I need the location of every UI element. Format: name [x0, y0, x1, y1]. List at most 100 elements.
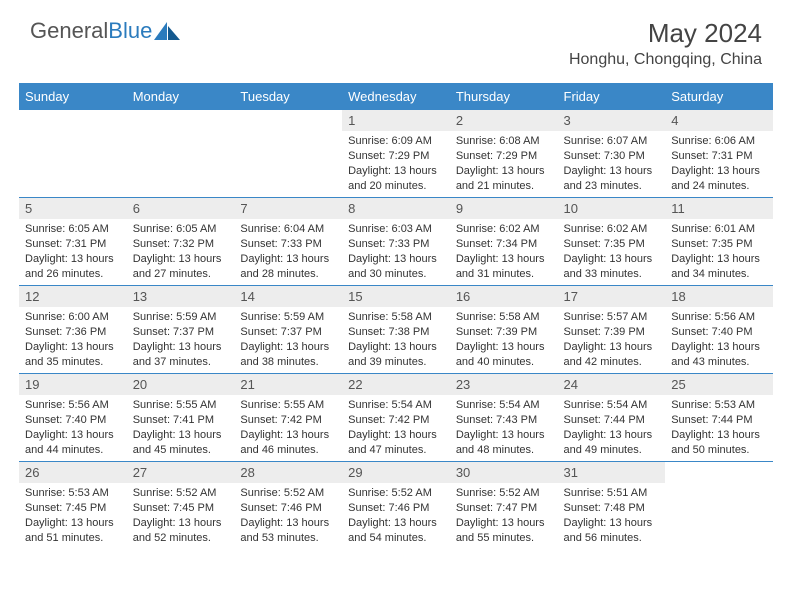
day-number: 18: [665, 286, 773, 307]
sunrise-text: Sunrise: 5:52 AM: [133, 486, 231, 501]
logo-text: GeneralBlue: [30, 18, 152, 44]
cell-body: Sunrise: 5:58 AMSunset: 7:38 PMDaylight:…: [342, 307, 450, 372]
sunrise-text: Sunrise: 5:53 AM: [671, 398, 769, 413]
calendar-cell: 6Sunrise: 6:05 AMSunset: 7:32 PMDaylight…: [127, 198, 235, 286]
sunset-text: Sunset: 7:34 PM: [456, 237, 554, 252]
sunrise-text: Sunrise: 5:54 AM: [564, 398, 662, 413]
sunset-text: Sunset: 7:44 PM: [564, 413, 662, 428]
header-right: May 2024 Honghu, Chongqing, China: [569, 18, 762, 69]
day-number: 13: [127, 286, 235, 307]
cell-body: Sunrise: 5:59 AMSunset: 7:37 PMDaylight:…: [127, 307, 235, 372]
sunset-text: Sunset: 7:40 PM: [671, 325, 769, 340]
calendar-cell: 1Sunrise: 6:09 AMSunset: 7:29 PMDaylight…: [342, 110, 450, 198]
sunset-text: Sunset: 7:45 PM: [133, 501, 231, 516]
day-number: [127, 110, 235, 116]
month-title: May 2024: [569, 18, 762, 49]
day-number: 17: [558, 286, 666, 307]
day-number: 19: [19, 374, 127, 395]
cell-body: Sunrise: 5:53 AMSunset: 7:45 PMDaylight:…: [19, 483, 127, 548]
cell-body: Sunrise: 6:02 AMSunset: 7:35 PMDaylight:…: [558, 219, 666, 284]
day-number: 23: [450, 374, 558, 395]
sunset-text: Sunset: 7:30 PM: [564, 149, 662, 164]
cell-body: Sunrise: 5:55 AMSunset: 7:41 PMDaylight:…: [127, 395, 235, 460]
sunrise-text: Sunrise: 6:06 AM: [671, 134, 769, 149]
daylight-text: Daylight: 13 hours and 20 minutes.: [348, 164, 446, 194]
cell-body: Sunrise: 5:58 AMSunset: 7:39 PMDaylight:…: [450, 307, 558, 372]
daylight-text: Daylight: 13 hours and 46 minutes.: [240, 428, 338, 458]
sunset-text: Sunset: 7:46 PM: [240, 501, 338, 516]
cell-body: Sunrise: 5:54 AMSunset: 7:43 PMDaylight:…: [450, 395, 558, 460]
day-number: 24: [558, 374, 666, 395]
day-number: [234, 110, 342, 116]
day-header: Monday: [127, 84, 235, 110]
sunset-text: Sunset: 7:41 PM: [133, 413, 231, 428]
day-number: [19, 110, 127, 116]
calendar-cell: [127, 110, 235, 198]
sunset-text: Sunset: 7:42 PM: [348, 413, 446, 428]
day-number: 8: [342, 198, 450, 219]
calendar-cell: 5Sunrise: 6:05 AMSunset: 7:31 PMDaylight…: [19, 198, 127, 286]
sunrise-text: Sunrise: 6:02 AM: [456, 222, 554, 237]
daylight-text: Daylight: 13 hours and 55 minutes.: [456, 516, 554, 546]
calendar-cell: 13Sunrise: 5:59 AMSunset: 7:37 PMDayligh…: [127, 286, 235, 374]
day-header: Wednesday: [342, 84, 450, 110]
daylight-text: Daylight: 13 hours and 30 minutes.: [348, 252, 446, 282]
day-number: 9: [450, 198, 558, 219]
calendar-cell: 17Sunrise: 5:57 AMSunset: 7:39 PMDayligh…: [558, 286, 666, 374]
daylight-text: Daylight: 13 hours and 33 minutes.: [564, 252, 662, 282]
daylight-text: Daylight: 13 hours and 27 minutes.: [133, 252, 231, 282]
calendar-cell: 12Sunrise: 6:00 AMSunset: 7:36 PMDayligh…: [19, 286, 127, 374]
daylight-text: Daylight: 13 hours and 24 minutes.: [671, 164, 769, 194]
daylight-text: Daylight: 13 hours and 44 minutes.: [25, 428, 123, 458]
sunrise-text: Sunrise: 5:55 AM: [240, 398, 338, 413]
calendar-cell: 19Sunrise: 5:56 AMSunset: 7:40 PMDayligh…: [19, 374, 127, 462]
sunset-text: Sunset: 7:37 PM: [240, 325, 338, 340]
daylight-text: Daylight: 13 hours and 35 minutes.: [25, 340, 123, 370]
cell-body: Sunrise: 5:56 AMSunset: 7:40 PMDaylight:…: [19, 395, 127, 460]
day-number: 21: [234, 374, 342, 395]
day-number: 5: [19, 198, 127, 219]
sunrise-text: Sunrise: 5:54 AM: [348, 398, 446, 413]
day-number: 7: [234, 198, 342, 219]
day-number: 16: [450, 286, 558, 307]
day-header: Sunday: [19, 84, 127, 110]
day-number: 28: [234, 462, 342, 483]
logo-sail-icon: [154, 22, 180, 40]
calendar-cell: 30Sunrise: 5:52 AMSunset: 7:47 PMDayligh…: [450, 462, 558, 550]
sunset-text: Sunset: 7:31 PM: [25, 237, 123, 252]
cell-body: Sunrise: 6:05 AMSunset: 7:32 PMDaylight:…: [127, 219, 235, 284]
sunset-text: Sunset: 7:48 PM: [564, 501, 662, 516]
daylight-text: Daylight: 13 hours and 26 minutes.: [25, 252, 123, 282]
sunrise-text: Sunrise: 6:05 AM: [133, 222, 231, 237]
day-number: 11: [665, 198, 773, 219]
calendar-cell: 24 Sunrise: 5:54 AMSunset: 7:44 PMDayligh…: [558, 374, 666, 462]
sunset-text: Sunset: 7:29 PM: [456, 149, 554, 164]
calendar-cell: 21Sunrise: 5:55 AMSunset: 7:42 PMDayligh…: [234, 374, 342, 462]
logo: GeneralBlue: [30, 18, 180, 44]
daylight-text: Daylight: 13 hours and 49 minutes.: [564, 428, 662, 458]
sunrise-text: Sunrise: 6:04 AM: [240, 222, 338, 237]
calendar-cell: 23Sunrise: 5:54 AMSunset: 7:43 PMDayligh…: [450, 374, 558, 462]
calendar-header-row: Sunday Monday Tuesday Wednesday Thursday…: [19, 84, 773, 110]
day-number: 10: [558, 198, 666, 219]
day-number: 15: [342, 286, 450, 307]
day-number: 25: [665, 374, 773, 395]
calendar-cell: 28Sunrise: 5:52 AMSunset: 7:46 PMDayligh…: [234, 462, 342, 550]
calendar-week-row: 19Sunrise: 5:56 AMSunset: 7:40 PMDayligh…: [19, 374, 773, 462]
sunrise-text: Sunrise: 6:08 AM: [456, 134, 554, 149]
calendar-week-row: 12Sunrise: 6:00 AMSunset: 7:36 PMDayligh…: [19, 286, 773, 374]
day-number: 1: [342, 110, 450, 131]
cell-body: Sunrise: 5:55 AMSunset: 7:42 PMDaylight:…: [234, 395, 342, 460]
day-number: 29: [342, 462, 450, 483]
daylight-text: Daylight: 13 hours and 39 minutes.: [348, 340, 446, 370]
day-number: 20: [127, 374, 235, 395]
calendar-cell: 27Sunrise: 5:52 AMSunset: 7:45 PMDayligh…: [127, 462, 235, 550]
calendar-cell: 7Sunrise: 6:04 AMSunset: 7:33 PMDaylight…: [234, 198, 342, 286]
sunset-text: Sunset: 7:33 PM: [240, 237, 338, 252]
calendar-week-row: 5Sunrise: 6:05 AMSunset: 7:31 PMDaylight…: [19, 198, 773, 286]
sunrise-text: Sunrise: 5:51 AM: [564, 486, 662, 501]
location: Honghu, Chongqing, China: [569, 51, 762, 69]
day-header: Thursday: [450, 84, 558, 110]
cell-body: Sunrise: 6:04 AMSunset: 7:33 PMDaylight:…: [234, 219, 342, 284]
cell-body: Sunrise: 5:52 AMSunset: 7:45 PMDaylight:…: [127, 483, 235, 548]
